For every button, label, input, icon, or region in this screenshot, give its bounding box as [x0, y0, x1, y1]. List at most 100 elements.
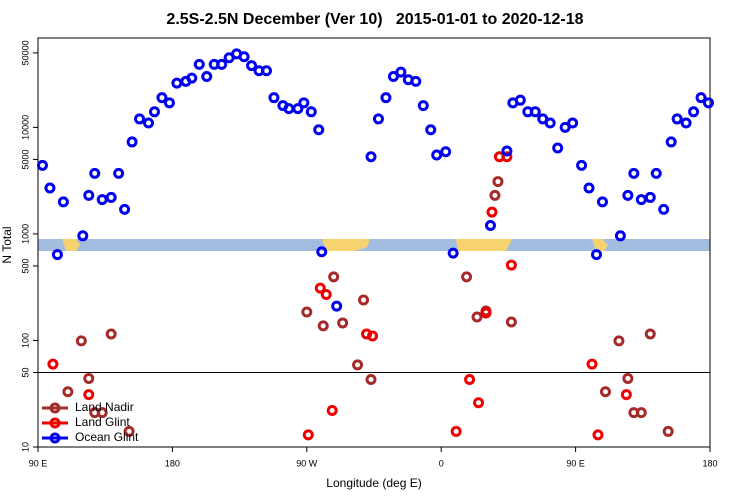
point — [492, 176, 504, 188]
map-strip — [38, 239, 710, 251]
point — [596, 196, 608, 208]
point — [529, 106, 541, 118]
point — [358, 294, 370, 306]
point — [658, 203, 670, 215]
point — [83, 189, 95, 201]
point — [298, 97, 310, 109]
point — [83, 389, 95, 401]
point — [461, 271, 473, 283]
x-tick-label: 90 E — [566, 458, 585, 468]
point — [105, 191, 117, 203]
point — [193, 58, 205, 70]
y-tick-label: 5000 — [20, 149, 30, 169]
point — [201, 71, 213, 83]
point — [635, 194, 647, 206]
point — [123, 425, 135, 437]
point — [163, 97, 175, 109]
x-axis-label: Longitude (deg E) — [326, 476, 421, 490]
point — [83, 372, 95, 384]
point — [486, 206, 498, 218]
point — [576, 159, 588, 171]
point — [105, 328, 117, 340]
point — [680, 117, 692, 129]
point — [586, 358, 598, 370]
point — [96, 194, 108, 206]
point — [367, 330, 379, 342]
point — [480, 307, 492, 319]
point — [501, 151, 513, 163]
point — [283, 103, 295, 115]
point — [75, 335, 87, 347]
point — [614, 230, 626, 242]
point — [431, 149, 443, 161]
point — [313, 124, 325, 136]
point — [314, 282, 326, 294]
point — [77, 230, 89, 242]
point — [331, 300, 343, 312]
legend-marker — [49, 432, 61, 444]
point — [501, 145, 513, 157]
point — [567, 117, 579, 129]
point — [134, 113, 146, 125]
point — [119, 203, 131, 215]
point — [695, 92, 707, 104]
point — [552, 142, 564, 154]
y-tick-label: 10 — [20, 442, 30, 452]
point — [662, 425, 674, 437]
point — [471, 311, 483, 323]
point — [186, 72, 198, 84]
point — [126, 136, 138, 148]
point — [620, 389, 632, 401]
point — [96, 407, 108, 419]
point — [425, 124, 437, 136]
point — [156, 92, 168, 104]
legend-marker — [49, 417, 61, 429]
point — [559, 121, 571, 133]
point — [665, 136, 677, 148]
point — [36, 159, 48, 171]
plot-frame — [37, 37, 711, 448]
point — [268, 92, 280, 104]
x-tick-label: 180 — [165, 458, 180, 468]
x-tick-label: 0 — [439, 458, 444, 468]
point — [410, 75, 422, 87]
point — [387, 71, 399, 83]
point — [703, 97, 715, 109]
point — [613, 335, 625, 347]
point — [316, 246, 328, 258]
x-tick-label: 90 W — [296, 458, 318, 468]
point — [688, 106, 700, 118]
point — [380, 92, 392, 104]
point — [622, 372, 634, 384]
legend-text: Land Glint — [75, 415, 130, 429]
point — [650, 167, 662, 179]
point — [44, 182, 56, 194]
point — [352, 359, 364, 371]
point — [635, 407, 647, 419]
point — [644, 191, 656, 203]
y-tick-label: 1000 — [20, 224, 30, 244]
y-axis-label: N Total — [0, 226, 14, 263]
point — [450, 425, 462, 437]
legend-marker — [49, 402, 61, 414]
point — [671, 113, 683, 125]
point — [317, 320, 329, 332]
chart-title: 2.5S-2.5N December (Ver 10) 2015-01-01 t… — [166, 11, 583, 28]
point — [544, 117, 556, 129]
point — [89, 167, 101, 179]
point — [395, 66, 407, 78]
point — [148, 106, 160, 118]
point — [337, 317, 349, 329]
point — [440, 146, 452, 158]
point — [216, 58, 228, 70]
point — [489, 189, 501, 201]
point — [301, 306, 313, 318]
point — [622, 189, 634, 201]
point — [372, 113, 384, 125]
point — [417, 100, 429, 112]
legend-text: Ocean Glint — [75, 430, 139, 444]
point — [447, 247, 459, 259]
point — [583, 182, 595, 194]
point — [47, 358, 59, 370]
